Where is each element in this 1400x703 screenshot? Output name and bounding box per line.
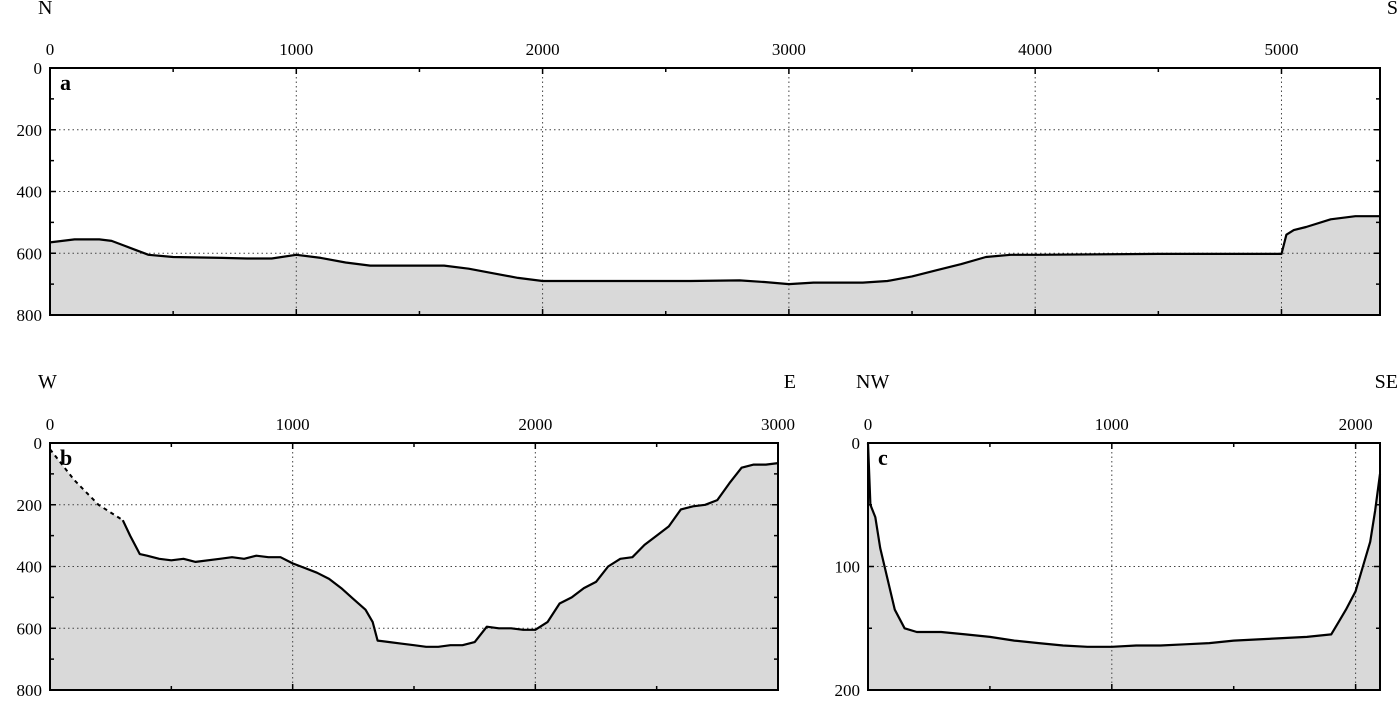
bed-area-fill (50, 216, 1380, 315)
bed-profile-dashed-line (49, 448, 124, 522)
y-tick-label: 600 (17, 619, 43, 638)
bed-profile-line (49, 215, 1380, 286)
y-tick-label: 0 (852, 434, 861, 453)
direction-label-left: N (38, 0, 52, 19)
direction-label-left: NW (856, 371, 889, 393)
bed-area-fill (868, 443, 1380, 690)
y-tick-label: 400 (17, 183, 43, 202)
y-tick-label: 0 (34, 59, 43, 78)
panel-label: c (878, 445, 888, 470)
y-tick-label: 600 (17, 244, 43, 263)
x-tick-label: 2000 (518, 415, 552, 434)
x-tick-label: 3000 (761, 415, 795, 434)
x-tick-label: 2000 (1339, 415, 1373, 434)
direction-label-right: E (784, 371, 796, 393)
x-tick-label: 1000 (279, 40, 313, 59)
y-tick-label: 200 (17, 121, 43, 140)
x-tick-label: 3000 (772, 40, 806, 59)
y-tick-label: 800 (17, 681, 43, 700)
direction-label-right: S (1387, 0, 1398, 19)
direction-label-right: SE (1375, 371, 1398, 393)
x-tick-label: 0 (46, 40, 55, 59)
panel-label: b (60, 445, 72, 470)
x-tick-label: 1000 (1095, 415, 1129, 434)
y-tick-label: 200 (17, 496, 43, 515)
y-tick-label: 0 (34, 434, 43, 453)
panel-c: 0 1000 2000 0 100 200 NW SE c (835, 371, 1399, 700)
bed-profile-line (866, 442, 1382, 648)
x-tick-label: 0 (46, 415, 55, 434)
direction-label-left: W (38, 371, 57, 393)
bed-area-fill (50, 449, 778, 690)
y-tick-label: 800 (17, 306, 43, 325)
x-tick-label: 4000 (1018, 40, 1052, 59)
panel-a: 0 1000 2000 3000 4000 5000 0 200 400 600 800 N Sa (17, 0, 1399, 325)
bed-profile-line (121, 462, 779, 648)
y-tick-label: 100 (835, 558, 861, 577)
y-tick-label: 200 (835, 681, 861, 700)
panel-label: a (60, 70, 71, 95)
x-tick-label: 5000 (1264, 40, 1298, 59)
x-tick-label: 0 (864, 415, 873, 434)
x-tick-label: 1000 (276, 415, 310, 434)
y-tick-label: 400 (17, 558, 43, 577)
panel-b: 0 1000 2000 3000 0 200 400 600 800 W Eb (17, 371, 797, 700)
x-tick-label: 2000 (526, 40, 560, 59)
